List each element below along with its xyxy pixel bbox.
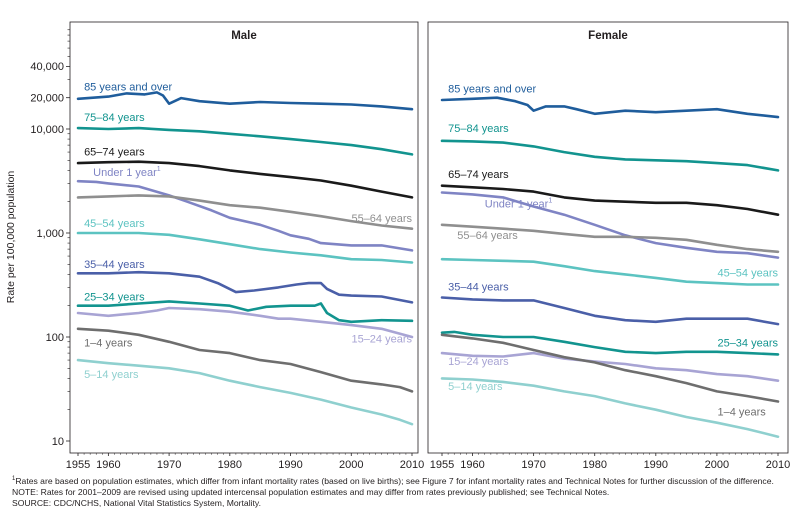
series-line-male-5-14-years	[76, 358, 414, 426]
series-label-superscript: 1	[548, 198, 552, 205]
x-tick-label-male-1955: 1955	[66, 459, 90, 471]
series-label-female-75-84-years: 75–84 years	[448, 123, 509, 135]
x-tick-label-female-2010: 2010	[766, 459, 790, 471]
series-line-female-25-34-years	[440, 330, 780, 356]
series-label-male-75-84-years: 75–84 years	[84, 112, 145, 124]
series-line-male-55-64-years	[76, 194, 414, 230]
series-label-female-15-24-years: 15–24 years	[448, 356, 509, 368]
panel-female: Female 1955 1960 1970 1980 1990 2000 2010 85 yea…	[427, 21, 790, 471]
footnote-1: 1Rates are based on population estimates…	[12, 476, 788, 487]
y-tick-label-40000: 40,000	[30, 61, 64, 73]
x-tick-label-female-1970: 1970	[521, 459, 545, 471]
series-label-male-85-years-and-over: 85 years and over	[84, 81, 172, 93]
series-label-male-45-54-years: 45–54 years	[84, 218, 145, 230]
x-tick-label-male-1980: 1980	[218, 459, 242, 471]
x-tick-label-female-1990: 1990	[644, 459, 668, 471]
series-label-male-65-74-years: 65–74 years	[84, 147, 145, 159]
panel-frame	[427, 21, 789, 454]
series-line-female-1-4-years	[440, 333, 780, 403]
series-label-male-under-1-year: Under 1 year1	[93, 166, 161, 179]
series-line-male-65-74-years	[76, 160, 414, 199]
series-line-female-under-1-year	[440, 191, 780, 259]
mortality-line-chart: Rate per 100,000 population 10 100 1,000 10,…	[5, 21, 790, 471]
series-line-male-75-84-years	[76, 126, 414, 156]
x-tick-label-female-2000: 2000	[705, 459, 729, 471]
source-text: SOURCE: CDC/NCHS, National Vital Statist…	[12, 498, 261, 508]
x-tick-label-female-1960: 1960	[460, 459, 484, 471]
series-label-female-35-44-years: 35–44 years	[448, 281, 509, 293]
y-tick-label-10: 10	[52, 436, 64, 448]
series-line-female-15-24-years	[440, 351, 780, 382]
series-label-male-1-4-years: 1–4 years	[84, 338, 133, 350]
x-tick-label-male-1960: 1960	[96, 459, 120, 471]
series-line-female-85-years-and-over	[440, 96, 780, 119]
series-label-male-25-34-years: 25–34 years	[84, 291, 145, 303]
series-line-female-35-44-years	[440, 296, 780, 326]
footnote-mark: 1	[12, 476, 16, 483]
series-label-male-5-14-years: 5–14 years	[84, 369, 139, 381]
chart-panels: Male 1955 1960 1970 1980 1990 2000 2010 85 years…	[66, 21, 790, 471]
series-line-female-45-54-years	[440, 257, 780, 286]
series-line-female-5-14-years	[440, 377, 780, 438]
x-tick-label-male-1970: 1970	[157, 459, 181, 471]
x-tick-label-male-1990: 1990	[278, 459, 302, 471]
series-label-female-55-64-years: 55–64 years	[457, 230, 518, 242]
x-tick-label-female-1955: 1955	[430, 459, 454, 471]
series-line-female-65-74-years	[440, 184, 780, 216]
series-line-male-85-years-and-over	[76, 91, 414, 111]
y-tick-label-10000: 10,000	[30, 124, 64, 136]
x-tick-label-male-2000: 2000	[339, 459, 363, 471]
series-line-male-15-24-years	[76, 306, 414, 339]
panel-frame	[69, 21, 419, 454]
series-line-male-35-44-years	[76, 270, 414, 304]
x-tick-label-male-2010: 2010	[400, 459, 424, 471]
series-label-female-85-years-and-over: 85 years and over	[448, 83, 536, 95]
series-label-female-25-34-years: 25–34 years	[717, 338, 778, 350]
series-line-male-under-1-year	[76, 179, 414, 252]
note-text: NOTE: Rates for 2001–2009 are revised us…	[12, 487, 610, 497]
y-tick-label-20000: 20,000	[30, 92, 64, 104]
series-label-female-under-1-year: Under 1 year1	[485, 198, 553, 211]
panel-title-male: Male	[231, 30, 257, 42]
series-label-male-35-44-years: 35–44 years	[84, 259, 145, 271]
y-tick-label-1000: 1,000	[36, 228, 64, 240]
series-label-female-1-4-years: 1–4 years	[717, 407, 766, 419]
panel-male: Male 1955 1960 1970 1980 1990 2000 2010 85 years…	[66, 21, 424, 471]
series-label-male-15-24-years: 15–24 years	[351, 333, 412, 345]
y-axis-label: Rate per 100,000 population	[5, 171, 17, 304]
footnote-1-text: Rates are based on population estimates,…	[15, 476, 774, 486]
series-label-female-5-14-years: 5–14 years	[448, 381, 503, 393]
series-label-female-45-54-years: 45–54 years	[717, 268, 778, 280]
panel-title-female: Female	[588, 30, 628, 42]
series-line-female-55-64-years	[440, 223, 780, 254]
series-label-female-65-74-years: 65–74 years	[448, 169, 509, 181]
series-label-male-55-64-years: 55–64 years	[351, 213, 412, 225]
series-label-superscript: 1	[157, 166, 161, 173]
series-line-female-75-84-years	[440, 139, 780, 172]
series-line-male-45-54-years	[76, 231, 414, 264]
series-line-male-25-34-years	[76, 300, 414, 324]
chart-notes: 1Rates are based on population estimates…	[12, 476, 788, 509]
y-axis: Rate per 100,000 population 10 100 1,000 10,…	[5, 29, 70, 448]
x-tick-label-female-1980: 1980	[582, 459, 606, 471]
y-tick-label-100: 100	[46, 332, 64, 344]
series-line-male-1-4-years	[76, 327, 414, 393]
